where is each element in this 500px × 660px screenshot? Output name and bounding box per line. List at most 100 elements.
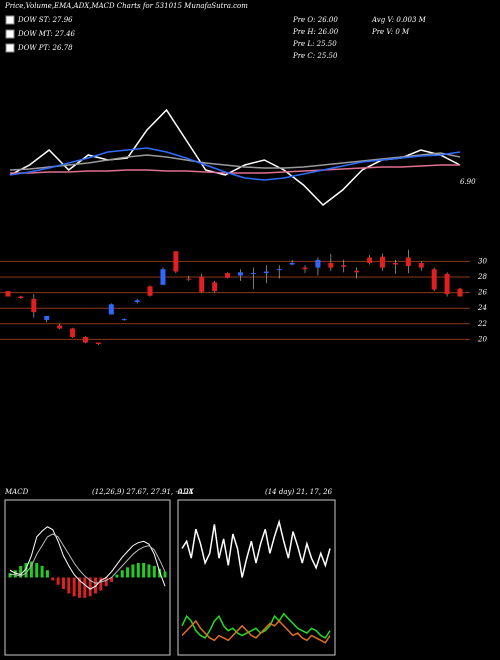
candle-body [392, 262, 398, 265]
y-tick-label: 26 [477, 289, 487, 297]
histogram-bar [110, 577, 114, 582]
candle-body [341, 265, 347, 267]
macd-frame [4, 499, 171, 656]
legend-swatch [5, 29, 15, 39]
candle-body [147, 286, 153, 296]
line-series [181, 619, 331, 644]
histogram-bar [29, 561, 33, 578]
histogram-bar [99, 577, 103, 591]
legend-swatch [5, 43, 15, 53]
candle-body [31, 298, 37, 313]
stat-label: Avg V: 0.003 M [371, 16, 427, 24]
adx-subtitle: (14 day) 21, 17, 26 [265, 488, 333, 496]
histogram-bar [61, 577, 65, 590]
candle-body [186, 278, 192, 280]
candle-body [95, 342, 101, 345]
legend-label: DOW PT: 26.78 [17, 44, 73, 52]
adx-title: ADX [177, 488, 195, 496]
stat-label: Pre H: 26.00 [292, 28, 339, 36]
histogram-bar [24, 563, 28, 578]
line-series [10, 533, 166, 584]
candle-body [263, 271, 269, 274]
legend-label: DOW ST: 27.96 [17, 16, 73, 24]
candle-body [212, 282, 218, 292]
histogram-bar [51, 577, 55, 581]
line-series [9, 147, 461, 181]
line-series [10, 164, 460, 174]
candle-body [134, 300, 140, 302]
y-tick-label: 20 [477, 335, 487, 343]
histogram-bar [131, 564, 135, 578]
stat-label: Pre V: 0 M [371, 28, 410, 36]
candle-body [250, 273, 256, 275]
candle-body [5, 291, 11, 297]
histogram-bar [19, 565, 23, 578]
candle-body [276, 269, 282, 271]
candle-body [354, 270, 360, 273]
histogram-bar [163, 571, 167, 578]
histogram-bar [72, 577, 76, 597]
candle-body [328, 262, 334, 268]
candle-body [18, 296, 24, 299]
histogram-bar [8, 573, 12, 578]
candle-body [82, 337, 88, 343]
candle-body [121, 319, 127, 321]
histogram-bar [88, 577, 92, 597]
candle-body [380, 256, 386, 268]
candle-body [160, 269, 166, 285]
line-series [9, 152, 461, 171]
candle-body [199, 277, 205, 292]
y-tick-label: 30 [478, 257, 487, 265]
histogram-bar [13, 570, 17, 578]
candle-body [70, 328, 76, 338]
histogram-bar [147, 564, 151, 578]
candle-body [418, 262, 424, 268]
y-tick-label: 24 [477, 304, 487, 312]
candle-body [457, 288, 463, 297]
macd-subtitle: (12,26,9) 27.67, 27.91, -0.24 [92, 488, 193, 496]
histogram-bar [152, 565, 156, 578]
y-tick-label: 28 [477, 273, 487, 281]
candle-body [367, 257, 373, 263]
histogram-bar [45, 570, 49, 578]
histogram-bar [158, 568, 162, 578]
histogram-bar [77, 577, 81, 598]
y-tick-label: 22 [477, 320, 487, 328]
candle-body [302, 267, 308, 270]
legend-label: DOW MT: 27.46 [17, 30, 76, 38]
histogram-bar [83, 577, 87, 598]
histogram-bar [120, 570, 124, 578]
histogram-bar [40, 565, 44, 578]
page-title: Price,Volume,EMA,ADX,MACD Charts for 531… [4, 2, 248, 10]
candle-body [173, 251, 179, 272]
annotation: 6.90 [460, 178, 476, 186]
histogram-bar [56, 577, 60, 585]
macd-title: MACD [4, 488, 29, 496]
candle-body [225, 273, 231, 278]
candle-body [405, 257, 411, 267]
histogram-bar [136, 563, 140, 578]
candle-body [431, 269, 437, 290]
histogram-bar [104, 577, 108, 587]
legend-swatch [5, 15, 15, 25]
histogram-bar [67, 577, 71, 594]
stat-label: Pre L: 25.50 [292, 40, 337, 48]
candle-body [444, 273, 450, 295]
line-series [9, 526, 166, 590]
candle-body [44, 316, 50, 320]
adx-frame [177, 499, 336, 656]
histogram-bar [35, 563, 39, 578]
line-series [181, 519, 331, 578]
stat-label: Pre C: 25.50 [292, 52, 338, 60]
candle-body [108, 304, 114, 315]
stat-label: Pre O: 26.00 [292, 16, 338, 24]
histogram-bar [142, 563, 146, 578]
histogram-bar [115, 574, 119, 578]
candle-body [315, 259, 321, 268]
candle-body [289, 262, 295, 265]
histogram-bar [126, 567, 130, 578]
candle-body [57, 325, 63, 329]
candle-body [237, 272, 243, 276]
